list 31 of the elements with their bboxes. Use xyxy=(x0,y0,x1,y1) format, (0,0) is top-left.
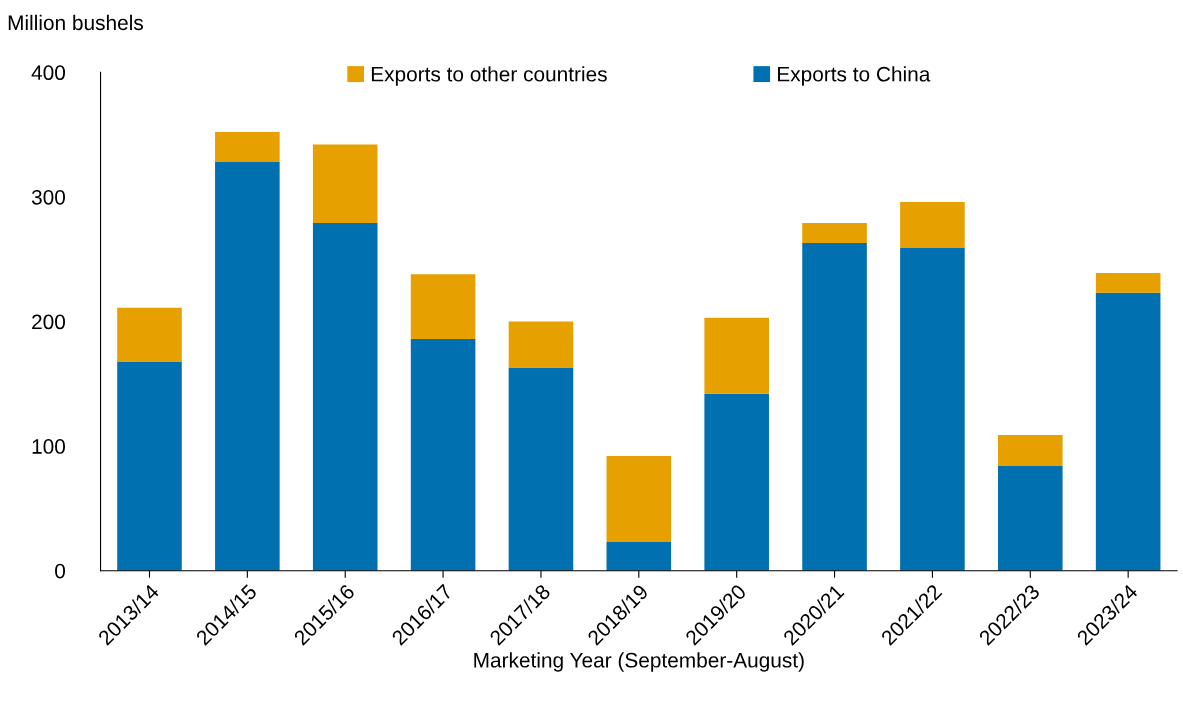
bar xyxy=(312,223,378,571)
bar xyxy=(1095,292,1161,571)
bar xyxy=(900,248,965,571)
bar xyxy=(704,393,769,571)
bar xyxy=(606,456,672,543)
bar xyxy=(117,361,182,571)
bar xyxy=(117,307,182,362)
bar xyxy=(312,144,378,224)
bar xyxy=(215,132,280,163)
legend-label: Exports to other countries xyxy=(371,66,607,86)
bar xyxy=(410,274,476,339)
y-axis-title: Million bushels xyxy=(8,14,143,31)
bar xyxy=(997,434,1063,467)
y-tick-label: 100 xyxy=(32,439,66,454)
bar xyxy=(410,338,476,571)
bar xyxy=(1095,272,1161,293)
bar xyxy=(215,162,280,571)
bar xyxy=(704,317,769,394)
bar xyxy=(606,542,672,571)
bar xyxy=(997,466,1063,571)
y-tick-label: 200 xyxy=(32,314,66,330)
bar xyxy=(802,223,867,244)
bar xyxy=(508,321,574,368)
legend-label: Exports to China xyxy=(778,66,931,86)
x-axis-title: Marketing Year (September-August) xyxy=(474,652,804,672)
y-tick-label: 0 xyxy=(55,563,66,579)
y-tick-label: 400 xyxy=(31,65,66,81)
bar xyxy=(900,201,965,248)
bar xyxy=(802,243,867,571)
bar xyxy=(508,367,574,571)
y-tick-label: 300 xyxy=(31,189,66,205)
